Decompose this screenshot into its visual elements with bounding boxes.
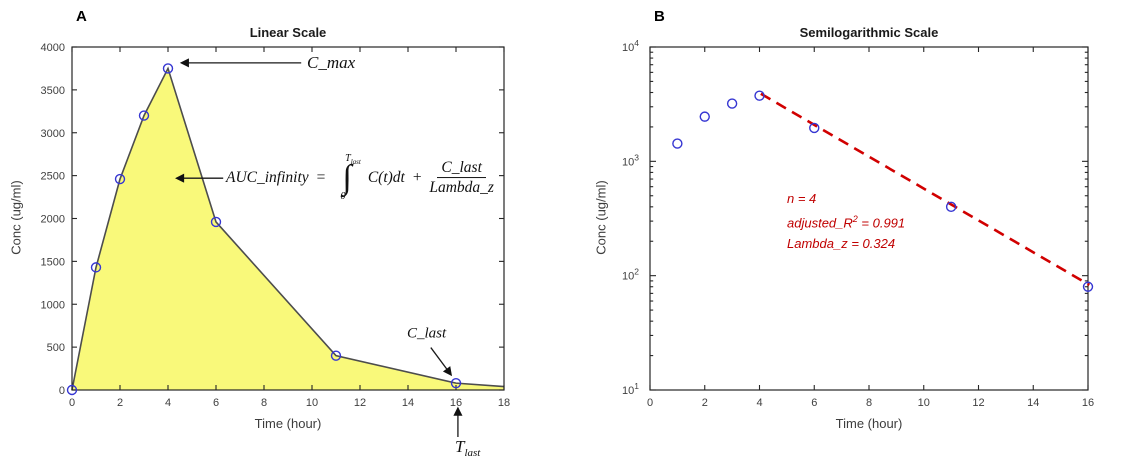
auc-infinity-formula: AUC_infinity = Tlast ∫ 0 C(t)dt + C_last …: [226, 154, 494, 202]
tick-label: 1000: [41, 299, 65, 311]
tick-label: 0: [647, 397, 653, 409]
tick-label: 8: [261, 397, 267, 409]
formula-lhs: AUC_infinity: [226, 168, 309, 186]
cmax-annotation: C_max: [307, 53, 356, 72]
regression-stats: n = 4 adjusted_R2 = 0.991 Lambda_z = 0.3…: [787, 188, 905, 254]
panel-a-title: Linear Scale: [249, 25, 327, 40]
tick-label: 3500: [41, 85, 65, 97]
formula-integrand: C(t)dt: [367, 168, 405, 186]
data-point-marker: [90, 262, 102, 273]
clast-annotation: C_last: [407, 325, 447, 342]
stats-adjusted-r2: adjusted_R2 = 0.991: [787, 214, 906, 231]
data-point-marker: [1082, 281, 1094, 292]
tick-label: 3000: [41, 128, 65, 140]
panel-b-x-axis-label: Time (hour): [835, 416, 903, 431]
auc-shaded-area: [72, 68, 504, 390]
tick-label: 6: [811, 397, 817, 409]
fraction-denominator: Lambda_z: [429, 179, 494, 197]
log-tick-label: 103: [622, 152, 639, 168]
data-point-marker: [210, 216, 222, 228]
formula-plus: +: [411, 168, 423, 186]
data-point-marker: [330, 350, 342, 361]
log-tick-label: 102: [622, 267, 639, 283]
tick-label: 8: [866, 397, 872, 409]
fraction-numerator: C_last: [437, 159, 486, 179]
data-point-marker: [672, 138, 683, 149]
log-tick-label: 101: [622, 381, 639, 397]
lambda-z-fit-line: [760, 92, 1091, 287]
data-point-marker: [450, 377, 462, 389]
data-point-marker: [726, 98, 738, 109]
data-point-marker: [162, 63, 174, 74]
data-point-marker: [809, 122, 820, 134]
tick-label: 4: [756, 397, 762, 409]
integral-sign: ∫: [342, 159, 352, 197]
tick-label: 0: [59, 385, 65, 397]
formula-equals: =: [315, 168, 327, 186]
data-point-marker: [66, 384, 78, 396]
data-point-marker: [138, 110, 150, 121]
tick-label: 14: [1027, 397, 1039, 409]
stats-n: n = 4: [787, 191, 817, 206]
integral-lower-limit: 0: [340, 190, 346, 202]
tick-label: 12: [354, 397, 366, 409]
tick-label: 12: [972, 397, 984, 409]
stats-lambda-z: Lambda_z = 0.324: [787, 236, 896, 252]
data-point-marker: [945, 201, 957, 213]
tlast-annotation: Tlast: [455, 436, 481, 460]
tick-label: 6: [213, 397, 219, 409]
tick-label: 10: [918, 397, 930, 409]
tick-label: 14: [402, 397, 414, 409]
tick-label: 4000: [41, 42, 65, 54]
panel-b-title: Semilogarithmic Scale: [799, 25, 939, 40]
data-point-marker: [114, 173, 126, 185]
tick-label: 16: [450, 397, 462, 409]
tick-label: 1500: [41, 256, 65, 268]
panel-a-y-axis-label: Conc (ug/ml): [8, 180, 24, 255]
panel-a-x-axis-label: Time (hour): [254, 416, 322, 431]
data-point-marker: [754, 90, 765, 101]
tick-label: 16: [1082, 397, 1094, 409]
integral-upper-limit: Tlast: [345, 153, 361, 167]
clast-over-lambdaz-fraction: C_last Lambda_z: [429, 159, 494, 198]
tick-label: 0: [69, 397, 75, 409]
tick-label: 10: [306, 397, 318, 409]
tick-label: 18: [498, 397, 510, 409]
panel-a-label: A: [76, 8, 87, 25]
concentration-curve: [71, 66, 505, 391]
tick-label: 2: [117, 397, 123, 409]
tick-label: 2000: [41, 214, 65, 226]
panel-b-y-axis-label: Conc (ug/ml): [593, 180, 609, 255]
integral-symbol: Tlast ∫ 0: [333, 153, 361, 202]
log-tick-label: 104: [622, 38, 639, 54]
panel-b-label: B: [654, 8, 665, 25]
annotation-arrow: [430, 347, 453, 377]
data-point-marker: [699, 111, 710, 122]
tick-label: 2500: [41, 171, 65, 183]
tick-label: 500: [47, 342, 65, 354]
tick-label: 4: [165, 397, 171, 409]
tick-label: 2: [702, 397, 708, 409]
